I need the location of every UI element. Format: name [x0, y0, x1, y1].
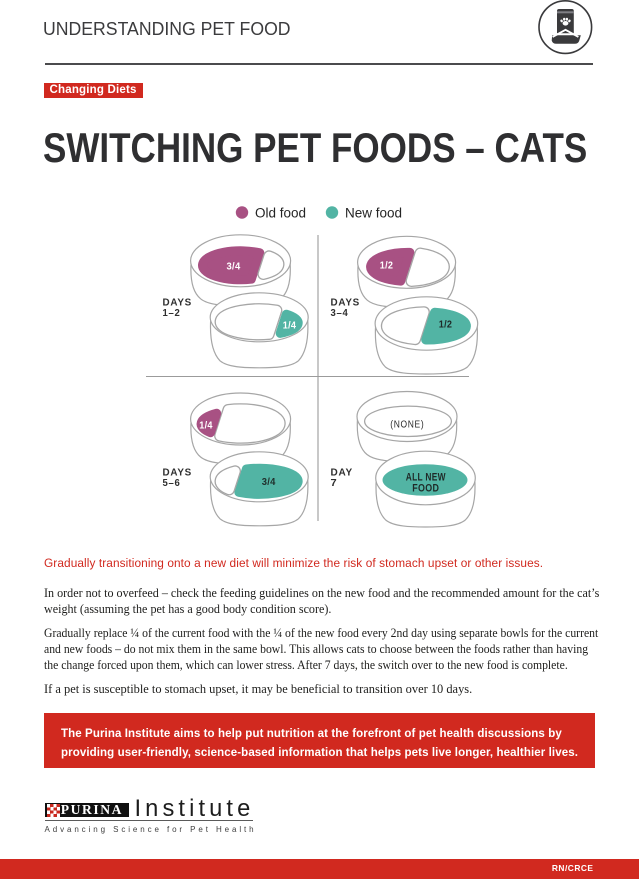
svg-text:DAYS: DAYS: [163, 466, 193, 478]
svg-text:5–6: 5–6: [163, 477, 181, 489]
svg-text:Old food: Old food: [255, 206, 306, 221]
svg-text:1/4: 1/4: [199, 421, 213, 432]
svg-text:New food: New food: [345, 206, 402, 221]
svg-text:DAYS: DAYS: [331, 297, 361, 309]
svg-text:1/2: 1/2: [380, 261, 394, 272]
svg-text:FOOD: FOOD: [412, 482, 439, 494]
svg-text:7: 7: [331, 477, 338, 489]
svg-text:ALL NEW: ALL NEW: [406, 472, 446, 484]
svg-text:DAYS: DAYS: [163, 297, 193, 309]
svg-text:DAY: DAY: [331, 466, 354, 478]
svg-text:3/4: 3/4: [262, 477, 276, 488]
svg-text:1/2: 1/2: [439, 320, 453, 331]
svg-text:3–4: 3–4: [331, 307, 349, 319]
svg-text:1/4: 1/4: [283, 321, 297, 332]
svg-text:3/4: 3/4: [227, 262, 241, 273]
svg-text:1–2: 1–2: [163, 307, 181, 319]
svg-text:(NONE): (NONE): [390, 419, 424, 431]
